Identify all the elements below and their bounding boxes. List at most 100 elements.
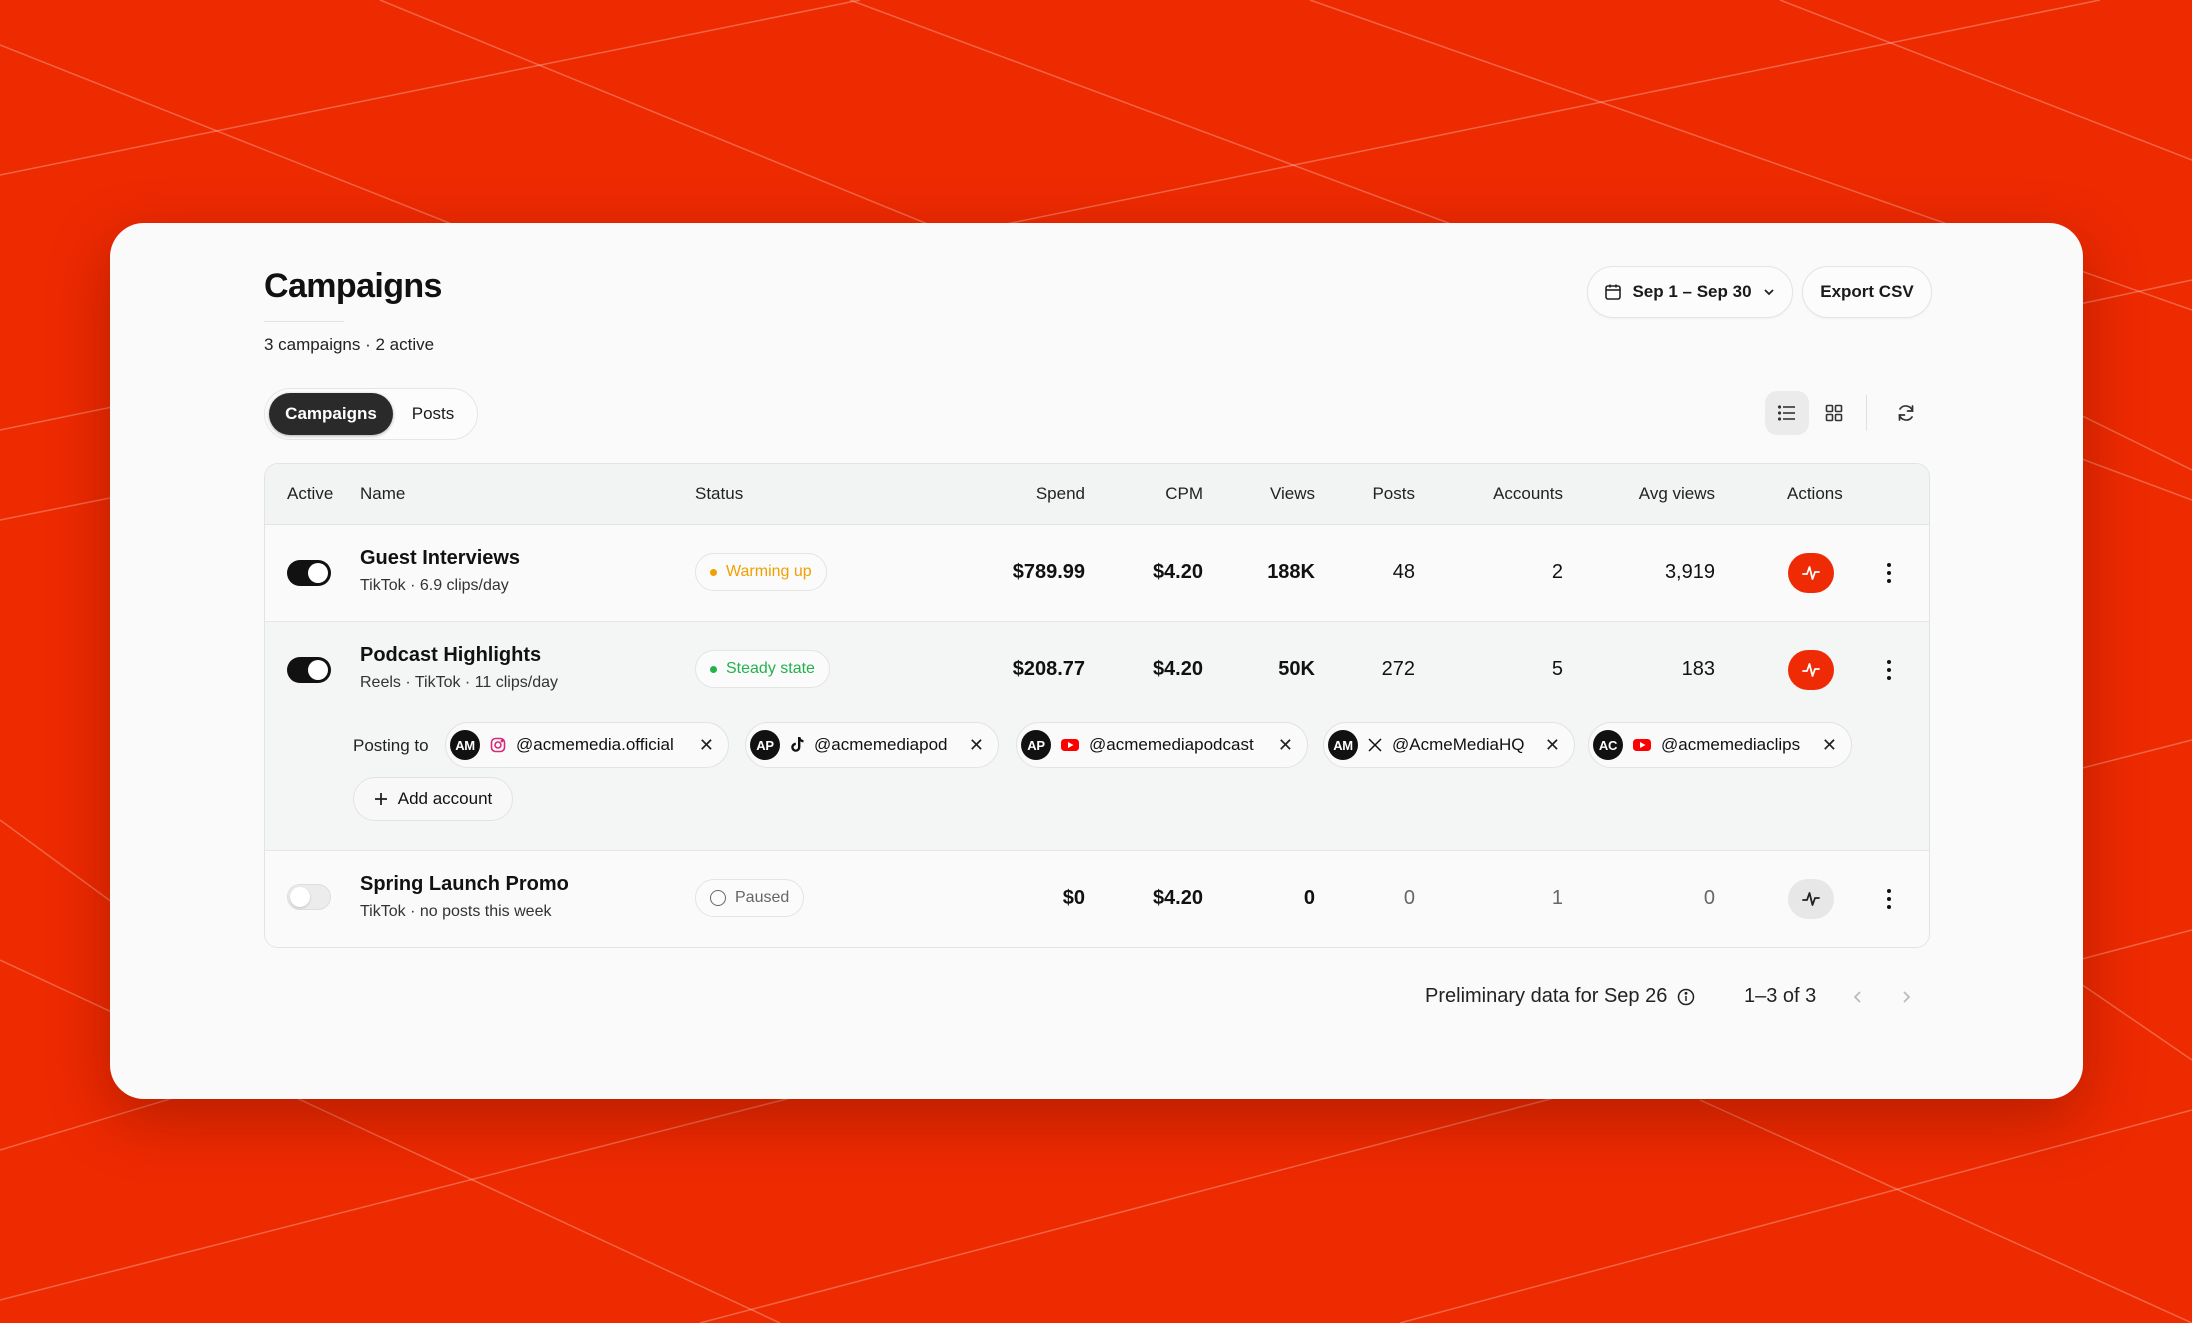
campaign-meta: TikTok · 6.9 clips/day [360, 577, 509, 594]
avatar: AM [450, 730, 480, 760]
chevron-left-icon [1852, 990, 1864, 1004]
preliminary-note: Preliminary data for Sep 26 [1425, 985, 1695, 1008]
pagination-label: 1–3 of 3 [1744, 985, 1817, 1007]
list-view-button[interactable] [1765, 391, 1809, 435]
status-badge: Warming up [695, 553, 827, 591]
remove-account-icon[interactable]: ✕ [1821, 734, 1837, 755]
youtube-icon [1061, 738, 1079, 752]
account-chip: AP @acmemediapodcast ✕ [1016, 722, 1308, 768]
status-dot [710, 568, 717, 576]
campaign-meta: Reels · TikTok · 11 clips/day [360, 674, 558, 691]
status-dot [710, 665, 717, 673]
tab-posts[interactable]: Posts [411, 404, 455, 423]
paused-icon [710, 890, 726, 906]
spend-value: $0 [1062, 887, 1085, 909]
status-label: Warming up [726, 563, 812, 580]
more-options-button[interactable] [1885, 561, 1893, 585]
avatar: AP [750, 730, 780, 760]
activity-icon [1801, 889, 1821, 909]
cpm-value: $4.20 [1152, 561, 1203, 583]
refresh-button[interactable] [1884, 391, 1928, 435]
chevron-down-icon [1762, 285, 1776, 299]
instagram-icon [490, 737, 506, 753]
date-range-label: Sep 1 – Sep 30 [1632, 282, 1752, 301]
analytics-button[interactable] [1788, 553, 1834, 593]
x-icon [1368, 738, 1382, 752]
table-row: Spring Launch Promo TikTok · no posts th… [265, 851, 1929, 947]
col-cpm: CPM [1165, 484, 1203, 503]
table-row: Guest Interviews TikTok · 6.9 clips/day … [265, 525, 1929, 622]
tiktok-icon [790, 737, 804, 753]
col-posts: Posts [1372, 484, 1415, 503]
chevron-right-icon [1900, 990, 1912, 1004]
campaign-name[interactable]: Spring Launch Promo [360, 873, 569, 895]
grid-view-button[interactable] [1812, 391, 1856, 435]
accounts-value: 1 [1551, 887, 1563, 909]
activity-icon [1801, 660, 1821, 680]
title-divider [264, 321, 344, 322]
date-range-button[interactable]: Sep 1 – Sep 30 [1587, 266, 1793, 318]
account-handle: @acmemediaclips [1661, 735, 1801, 754]
analytics-button[interactable] [1788, 650, 1834, 690]
more-options-button[interactable] [1885, 658, 1893, 682]
accounts-value: 2 [1551, 561, 1563, 583]
youtube-icon [1633, 738, 1651, 752]
activity-icon [1801, 563, 1821, 583]
more-options-button[interactable] [1885, 887, 1893, 911]
status-badge: Steady state [695, 650, 830, 688]
avg-views-value: 183 [1681, 658, 1715, 680]
table-header: Active Name Status Spend CPM Views Posts… [265, 464, 1929, 525]
analytics-button[interactable] [1788, 879, 1834, 919]
account-handle: @AcmeMediaHQ [1392, 735, 1525, 754]
page-title: Campaigns [264, 267, 442, 305]
previous-page-button[interactable] [1844, 983, 1872, 1011]
list-icon [1777, 404, 1797, 422]
next-page-button[interactable] [1892, 983, 1920, 1011]
col-name: Name [360, 484, 406, 503]
refresh-icon [1896, 403, 1916, 423]
grid-icon [1825, 404, 1843, 422]
spend-value: $208.77 [1012, 658, 1085, 680]
table-row: Podcast Highlights Reels · TikTok · 11 c… [265, 622, 1929, 851]
export-csv-button[interactable]: Export CSV [1802, 266, 1932, 318]
col-spend: Spend [1035, 484, 1085, 503]
page-subtitle: 3 campaigns · 2 active [264, 335, 435, 354]
remove-account-icon[interactable]: ✕ [968, 734, 984, 755]
posts-value: 272 [1381, 658, 1415, 680]
posting-to-label: Posting to [353, 736, 429, 755]
avatar: AM [1328, 730, 1358, 760]
info-icon[interactable] [1677, 988, 1695, 1006]
campaigns-card: Campaigns 3 campaigns · 2 active Sep 1 –… [110, 223, 2083, 1099]
accounts-value: 5 [1551, 658, 1563, 680]
calendar-icon [1604, 283, 1622, 301]
spend-value: $789.99 [1012, 561, 1085, 583]
toolbar-divider [1866, 395, 1867, 431]
campaign-name[interactable]: Podcast Highlights [360, 644, 542, 666]
cpm-value: $4.20 [1152, 887, 1203, 909]
posts-value: 48 [1392, 561, 1415, 583]
col-active: Active [287, 484, 334, 503]
remove-account-icon[interactable]: ✕ [1277, 734, 1293, 755]
campaign-name[interactable]: Guest Interviews [360, 547, 521, 569]
status-badge: Paused [695, 879, 805, 917]
account-handle: @acmemedia.official [516, 735, 674, 754]
active-toggle[interactable] [287, 560, 331, 586]
posts-value: 0 [1403, 887, 1415, 909]
remove-account-icon[interactable]: ✕ [1544, 734, 1560, 755]
active-toggle[interactable] [287, 884, 331, 910]
add-account-label: Add account [397, 789, 493, 808]
account-chip: AM @acmemedia.official ✕ [445, 722, 729, 768]
active-toggle[interactable] [287, 657, 331, 683]
col-status: Status [695, 484, 744, 503]
avg-views-value: 0 [1703, 887, 1715, 909]
tab-campaigns[interactable]: Campaigns [269, 393, 393, 435]
account-chip: AM @AcmeMediaHQ ✕ [1323, 722, 1575, 768]
remove-account-icon[interactable]: ✕ [698, 734, 714, 755]
col-actions: Actions [1787, 484, 1843, 503]
account-handle: @acmemediapodcast [1089, 735, 1254, 754]
plus-icon [374, 792, 388, 806]
view-tabs: Campaigns Posts [264, 388, 478, 440]
views-value: 50K [1278, 658, 1315, 680]
add-account-button[interactable]: Add account [353, 777, 513, 821]
account-chip: AP @acmemediapod ✕ [745, 722, 999, 768]
